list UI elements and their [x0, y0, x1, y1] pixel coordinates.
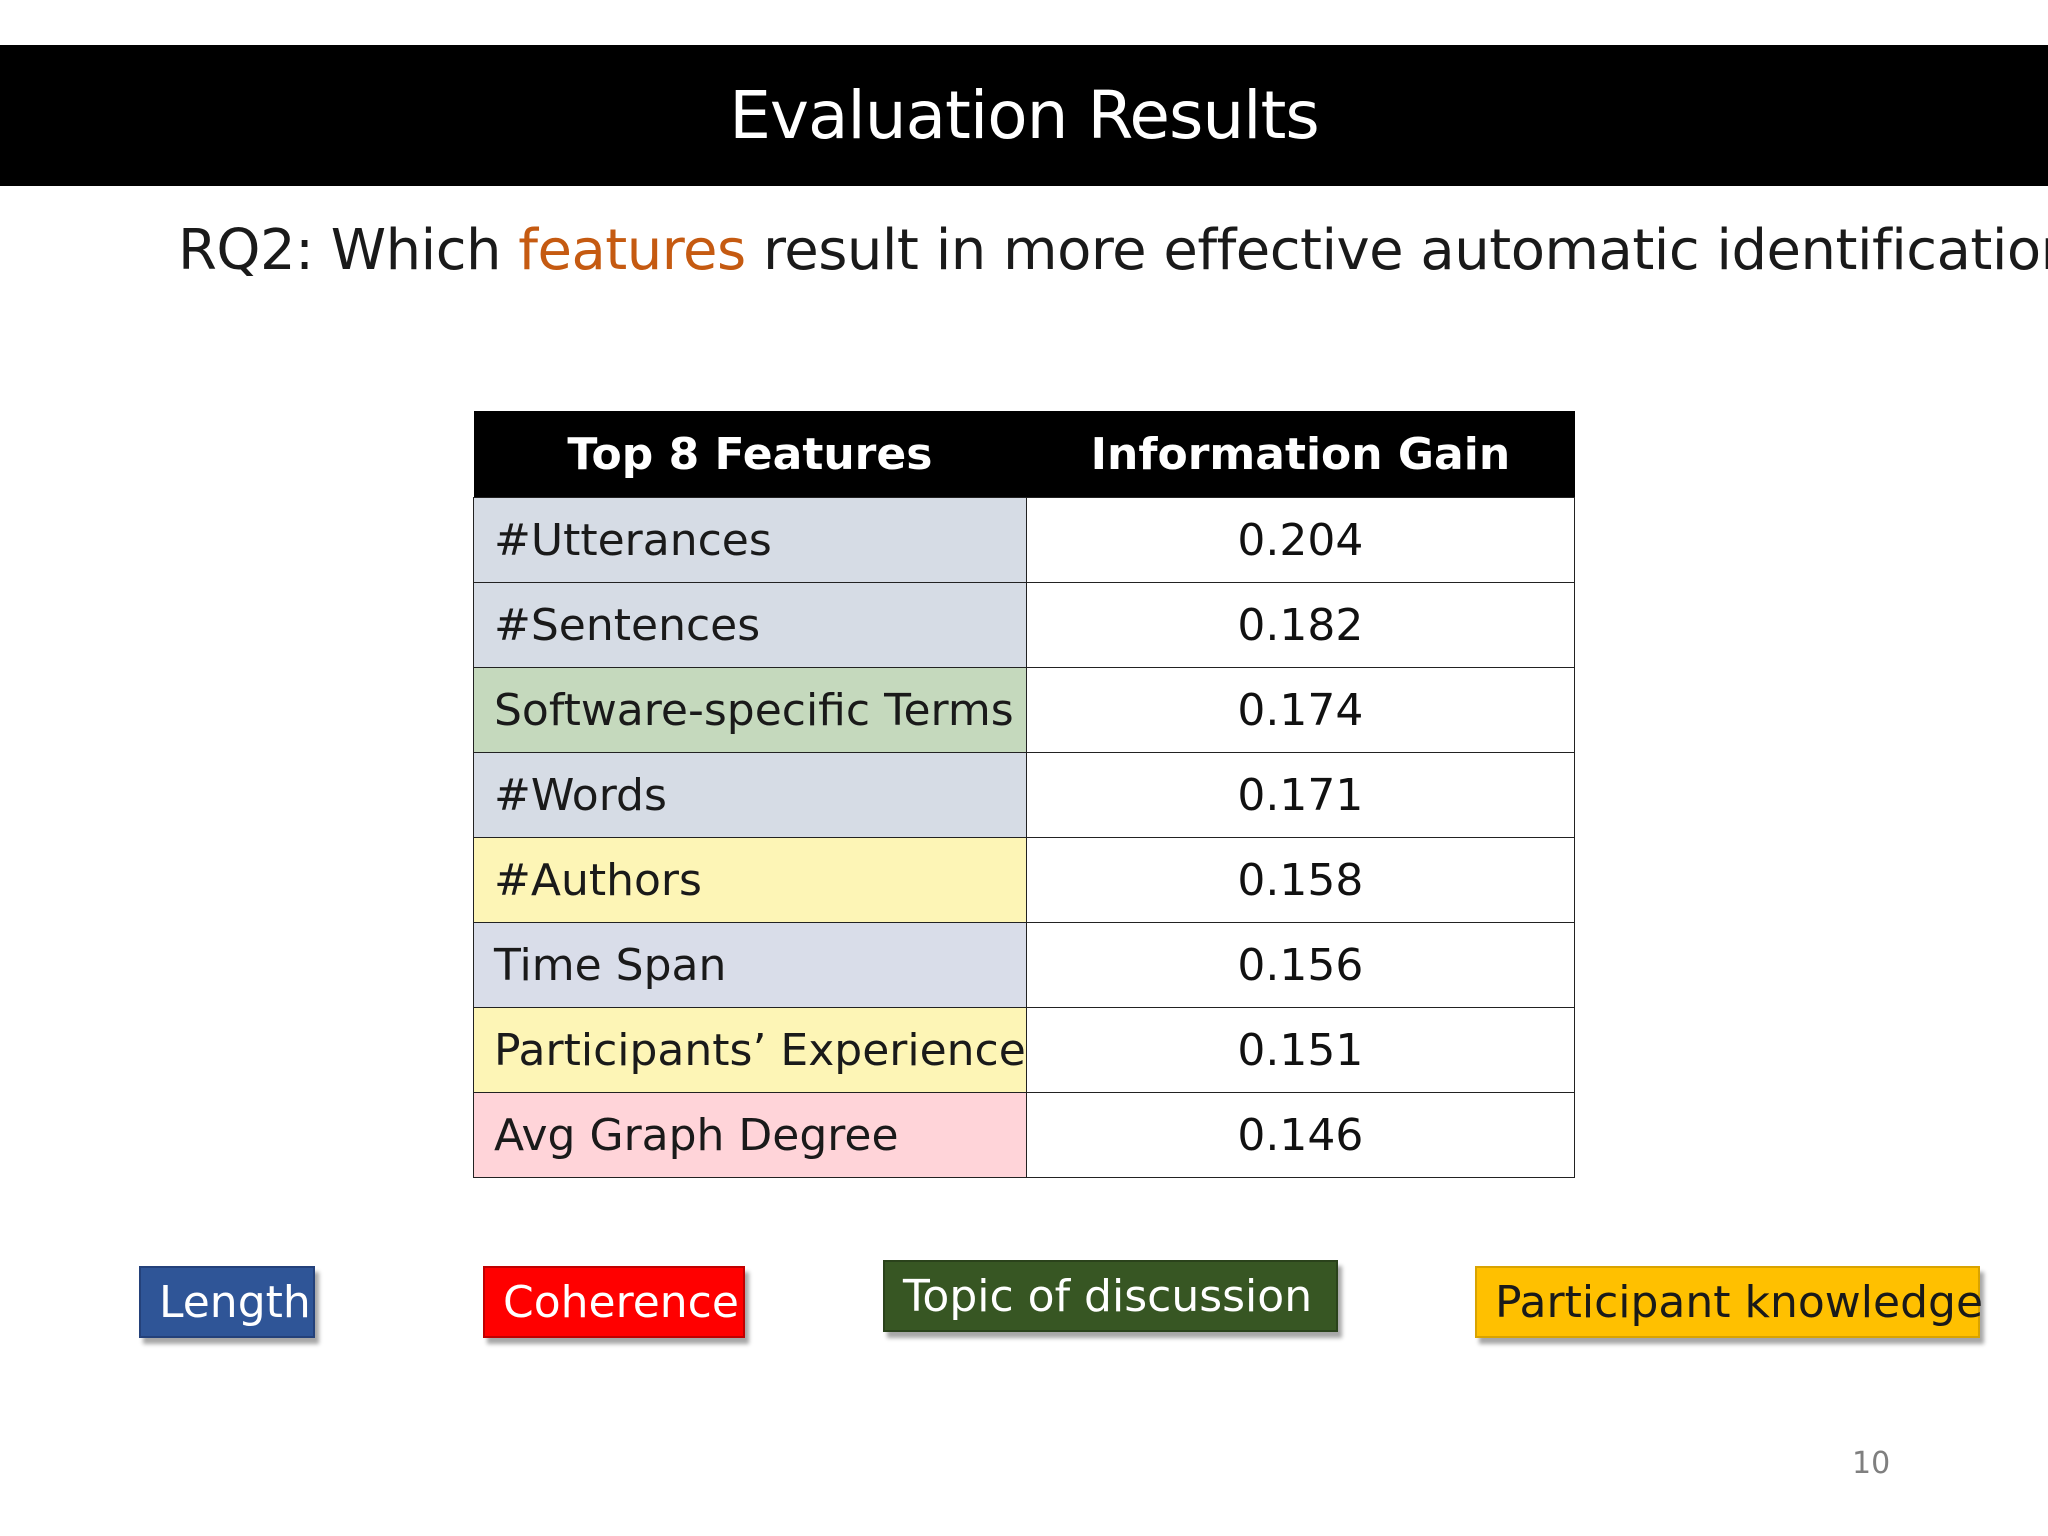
gain-cell: 0.156: [1025, 922, 1576, 1008]
legend-coherence: Coherence: [483, 1266, 745, 1338]
research-question: RQ2: Which features result in more effec…: [178, 218, 2048, 283]
question-highlight: features: [518, 218, 746, 283]
gain-cell: 0.182: [1025, 582, 1576, 668]
question-suffix: result in more effective automatic ident…: [745, 218, 2048, 283]
feature-cell: #Sentences: [473, 582, 1027, 668]
legend-participant-knowledge: Participant knowledge: [1475, 1266, 1983, 1338]
legend-topic-of-discussion: Topic of discussion: [883, 1260, 1338, 1332]
table-row: Time Span 0.156: [473, 922, 1576, 1008]
table-row: #Utterances 0.204: [473, 497, 1576, 583]
feature-cell: Software-specific Terms: [473, 667, 1027, 753]
table-row: #Sentences 0.182: [473, 582, 1576, 668]
feature-cell: Participants’ Experience: [473, 1007, 1027, 1093]
page-number: 10: [1852, 1446, 1891, 1481]
table-row: Avg Graph Degree 0.146: [473, 1092, 1576, 1178]
gain-cell: 0.151: [1025, 1007, 1576, 1093]
features-table: Top 8 Features Information Gain #Utteran…: [473, 411, 1576, 1178]
gain-cell: 0.174: [1025, 667, 1576, 753]
table-header-row: Top 8 Features Information Gain: [473, 411, 1575, 498]
gain-cell: 0.204: [1025, 497, 1576, 583]
gain-cell: 0.171: [1025, 752, 1576, 838]
question-prefix: RQ2: Which: [178, 218, 519, 283]
header-information-gain: Information Gain: [1026, 411, 1575, 498]
gain-cell: 0.158: [1025, 837, 1576, 923]
legend-length: Length: [139, 1266, 315, 1338]
table-row: Participants’ Experience 0.151: [473, 1007, 1576, 1093]
table-row: #Authors 0.158: [473, 837, 1576, 923]
feature-cell: Avg Graph Degree: [473, 1092, 1027, 1178]
feature-cell: #Words: [473, 752, 1027, 838]
gain-cell: 0.146: [1025, 1092, 1576, 1178]
table-row: Software-specific Terms 0.174: [473, 667, 1576, 753]
feature-cell: #Authors: [473, 837, 1027, 923]
slide-title: Evaluation Results: [729, 77, 1320, 154]
title-bar: Evaluation Results: [0, 45, 2048, 186]
feature-cell: #Utterances: [473, 497, 1027, 583]
feature-cell: Time Span: [473, 922, 1027, 1008]
header-features: Top 8 Features: [473, 411, 1027, 498]
table-row: #Words 0.171: [473, 752, 1576, 838]
